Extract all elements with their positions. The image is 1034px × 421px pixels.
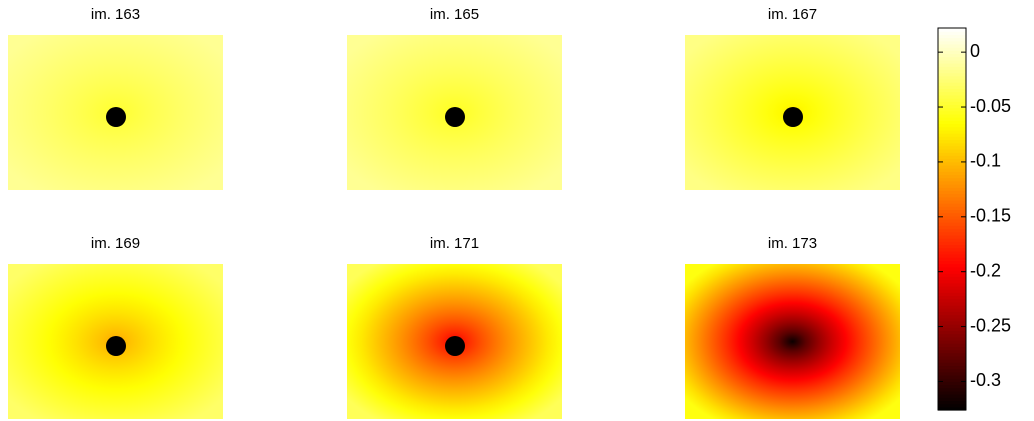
colorbar-tick-label: -0.3 [970,370,1001,390]
panel-title: im. 165 [430,6,479,23]
colorbar: 0 -0.05 -0.1 -0.15 -0.2 -0.25 -0.3 [937,27,1011,411]
colorbar-tick-label: -0.1 [970,151,1001,171]
panel-title: im. 163 [91,6,140,23]
heatmap-panel [685,264,900,419]
colorbar-tick-label: -0.15 [970,206,1011,226]
panel-title: im. 171 [430,235,479,252]
panel-title: im. 173 [768,235,817,252]
colorbar-frame [937,27,967,411]
colorbar-tick-label: -0.2 [970,260,1001,280]
panel-title: im. 169 [91,235,140,252]
center-marker [783,107,803,127]
colorbar-tick-label: 0 [970,41,980,61]
colorbar-tick-label: -0.05 [970,96,1011,116]
center-marker [106,336,126,356]
panel-title: im. 167 [768,6,817,23]
center-marker [106,107,126,127]
colorbar-tick-label: -0.25 [970,315,1011,335]
center-marker [445,107,465,127]
center-marker [445,336,465,356]
